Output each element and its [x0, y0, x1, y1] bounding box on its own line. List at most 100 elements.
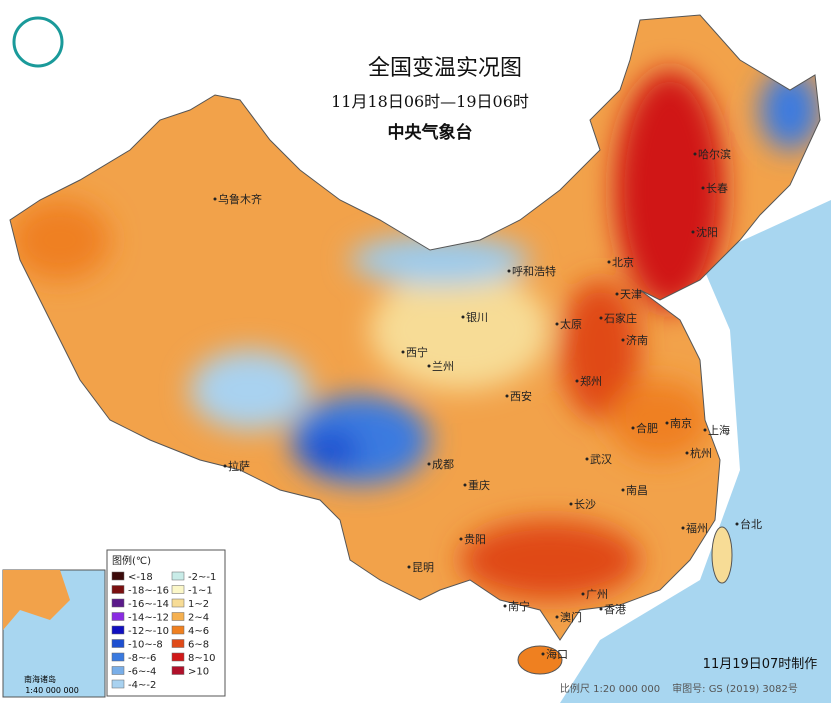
- city-dot: [555, 615, 559, 619]
- city-dot: [665, 421, 669, 425]
- legend-swatch: [171, 666, 185, 675]
- city-label: 海口: [546, 647, 568, 661]
- legend-label: 1~2: [188, 599, 209, 610]
- legend-swatch: [171, 598, 185, 608]
- inset-scale: 1:40 000 000: [25, 686, 79, 695]
- sea: [560, 200, 831, 703]
- city-label: 北京: [612, 255, 634, 269]
- city-dot: [459, 537, 463, 541]
- legend-label: <-18: [128, 572, 153, 583]
- legend-swatch: [171, 612, 185, 621]
- legend-swatch: [111, 666, 125, 675]
- legend-swatch: [111, 679, 125, 689]
- subtitle: 11月18日06时—19日06时: [331, 92, 529, 111]
- legend-label: -18~-16: [128, 586, 169, 597]
- city-dot: [569, 502, 573, 506]
- city-dot: [555, 322, 559, 326]
- city-dot: [691, 230, 695, 234]
- city-dot: [463, 483, 467, 487]
- city-dot: [585, 457, 589, 461]
- city-label: 哈尔滨: [698, 147, 731, 161]
- inset-land: [3, 570, 70, 630]
- city-dot: [631, 426, 635, 430]
- city-dot: [621, 488, 625, 492]
- legend-label: -8~-6: [128, 653, 156, 664]
- city-dot: [607, 260, 611, 264]
- city-label: 天津: [620, 288, 642, 301]
- city-dot: [681, 526, 685, 530]
- city-dot: [213, 197, 217, 201]
- legend-swatch: [171, 585, 185, 594]
- legend-label: 4~6: [188, 626, 209, 637]
- legend-swatch: [171, 652, 185, 662]
- legend-swatch: [171, 571, 185, 581]
- city-dot: [541, 652, 545, 656]
- city-label: 呼和浩特: [512, 264, 556, 278]
- legend-label: -10~-8: [128, 640, 163, 651]
- legend-label: 6~8: [188, 640, 209, 651]
- legend-swatch: [111, 625, 125, 635]
- legend-label: >10: [188, 667, 209, 678]
- legend-label: -4~-2: [128, 680, 156, 691]
- city-label: 济南: [626, 333, 648, 347]
- city-dot: [427, 364, 431, 368]
- city-label: 银川: [466, 310, 488, 324]
- city-label: 西宁: [406, 345, 428, 359]
- city-label: 南昌: [626, 484, 648, 497]
- legend-label: -12~-10: [128, 626, 169, 637]
- city-label: 拉萨: [228, 459, 250, 473]
- scale: 比例尺 1:20 000 000: [560, 682, 660, 695]
- city-dot: [599, 316, 603, 320]
- city-dot: [693, 152, 697, 156]
- city-dot: [223, 464, 227, 468]
- city-dot: [503, 604, 507, 608]
- city-label: 郑州: [580, 374, 602, 388]
- city-dot: [401, 350, 405, 354]
- legend-swatch: [111, 639, 125, 648]
- city-dot: [581, 592, 585, 596]
- legend-swatch: [171, 625, 185, 635]
- city-label: 香港: [604, 603, 626, 616]
- legend: [106, 549, 226, 697]
- city-dot: [615, 292, 619, 296]
- city-label: 台北: [740, 517, 762, 531]
- legend-label: 2~4: [188, 613, 209, 624]
- legend-swatch: [111, 585, 125, 594]
- city-label: 成都: [432, 458, 454, 471]
- city-label: 昆明: [412, 561, 434, 574]
- legend-swatch: [111, 598, 125, 608]
- logo: [12, 16, 64, 68]
- city-label: 澳门: [560, 610, 582, 624]
- city-dot: [685, 451, 689, 455]
- city-label: 乌鲁木齐: [218, 192, 262, 206]
- city-label: 长沙: [574, 498, 596, 511]
- title: 全国变温实况图: [368, 56, 522, 81]
- legend-swatch: [111, 612, 125, 621]
- city-label: 重庆: [468, 478, 490, 492]
- legend-label: -14~-12: [128, 613, 169, 624]
- city-label: 太原: [560, 318, 582, 331]
- city-dot: [701, 186, 705, 190]
- hainan: [517, 645, 563, 675]
- city-dot: [575, 379, 579, 383]
- city-dot: [703, 428, 707, 432]
- legend-label: 8~10: [188, 653, 215, 664]
- city-dot: [621, 338, 625, 342]
- city-label: 上海: [708, 423, 730, 437]
- city-label: 西安: [510, 389, 532, 403]
- legend-label: -2~-1: [188, 572, 216, 583]
- city-dot: [505, 394, 509, 398]
- city-dot: [735, 522, 739, 526]
- city-label: 长春: [706, 182, 728, 195]
- legend-label: -16~-14: [128, 599, 169, 610]
- city-label: 广州: [586, 588, 608, 601]
- legend-label: -6~-4: [128, 667, 156, 678]
- inset-title: 南海诸岛: [24, 674, 56, 684]
- agency: 中央气象台: [388, 122, 473, 143]
- city-dot: [507, 269, 511, 273]
- taiwan: [711, 526, 733, 584]
- city-dot: [427, 462, 431, 466]
- city-dot: [599, 607, 603, 611]
